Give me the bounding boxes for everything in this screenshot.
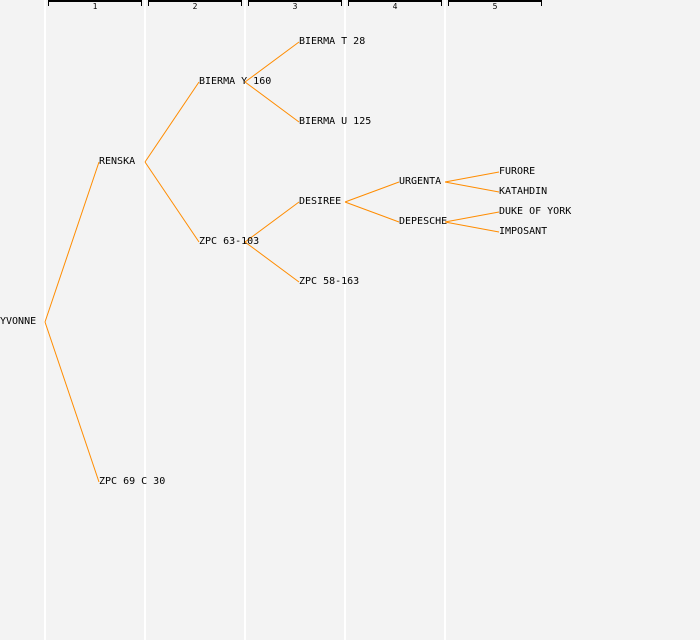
parent-link [144,161,200,243]
pedigree-node[interactable]: DEPESCHE [399,216,448,227]
column-divider [44,0,46,640]
column-divider [344,0,346,640]
generation-bracket-2: 2 [148,0,242,11]
pedigree-node[interactable]: BIERMA U 125 [299,116,372,127]
generation-bracket-5: 5 [448,0,542,11]
generation-label: 1 [92,2,98,11]
generation-label: 4 [392,2,398,11]
pedigree-node[interactable]: YVONNE [0,316,37,327]
generation-bracket-3: 3 [248,0,342,11]
parent-link [444,171,500,183]
generation-label: 3 [292,2,298,11]
pedigree-node[interactable]: IMPOSANT [499,226,548,237]
parent-link [244,41,300,83]
parent-link [44,321,100,483]
parent-link [44,161,100,323]
pedigree-node[interactable]: BIERMA T 28 [299,36,366,47]
pedigree-node[interactable]: FURORE [499,166,536,177]
pedigree-node[interactable]: URGENTA [399,176,442,187]
parent-link [244,201,300,243]
generation-label: 2 [192,2,198,11]
parent-link [444,211,500,223]
pedigree-node[interactable]: ZPC 63-103 [199,236,260,247]
generation-label: 5 [492,2,498,11]
pedigree-node[interactable]: ZPC 69 C 30 [99,476,166,487]
column-divider [144,0,146,640]
parent-link [344,201,400,223]
pedigree-node[interactable]: DUKE OF YORK [499,206,572,217]
pedigree-node[interactable]: ZPC 58-163 [299,276,360,287]
pedigree-node[interactable]: KATAHDIN [499,186,548,197]
parent-link [244,241,300,283]
parent-link [444,181,500,193]
pedigree-node[interactable]: DESIREE [299,196,342,207]
parent-link [144,81,200,163]
column-divider [244,0,246,640]
generation-bracket-4: 4 [348,0,442,11]
parent-link [244,81,300,123]
parent-link [444,221,500,233]
pedigree-node[interactable]: BIERMA Y 160 [199,76,272,87]
generation-bracket-1: 1 [48,0,142,11]
parent-link [344,181,400,203]
column-divider [444,0,446,640]
pedigree-node[interactable]: RENSKA [99,156,136,167]
